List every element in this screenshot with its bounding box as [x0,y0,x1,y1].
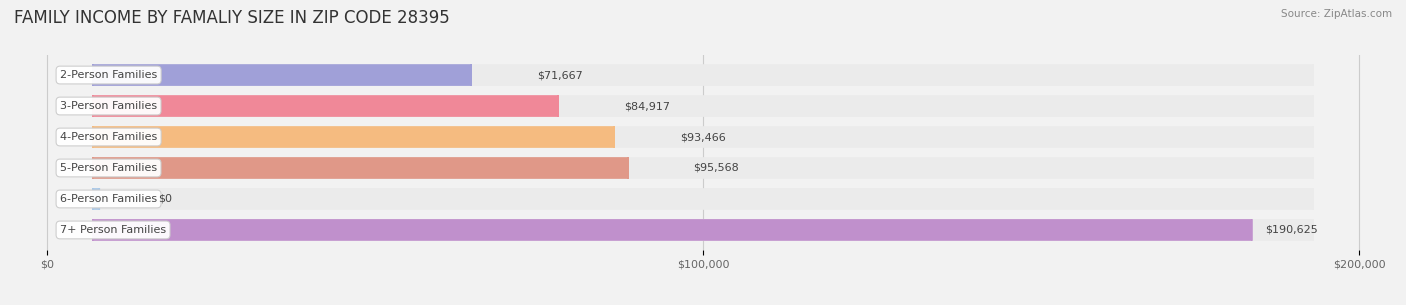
FancyBboxPatch shape [93,95,558,117]
Text: 6-Person Families: 6-Person Families [60,194,157,204]
FancyBboxPatch shape [93,188,1313,210]
FancyBboxPatch shape [93,126,1313,148]
FancyBboxPatch shape [93,64,471,86]
Text: $190,625: $190,625 [1265,225,1317,235]
Text: $84,917: $84,917 [624,101,669,111]
Text: 5-Person Families: 5-Person Families [60,163,157,173]
FancyBboxPatch shape [93,126,614,148]
Text: 4-Person Families: 4-Person Families [60,132,157,142]
Text: 2-Person Families: 2-Person Families [60,70,157,80]
Text: $95,568: $95,568 [693,163,740,173]
FancyBboxPatch shape [93,157,1313,179]
FancyBboxPatch shape [93,219,1313,241]
FancyBboxPatch shape [93,219,1251,241]
FancyBboxPatch shape [93,95,1313,117]
Text: $93,466: $93,466 [681,132,725,142]
FancyBboxPatch shape [93,157,628,179]
FancyBboxPatch shape [93,64,1313,86]
FancyBboxPatch shape [93,188,100,210]
Text: FAMILY INCOME BY FAMALIY SIZE IN ZIP CODE 28395: FAMILY INCOME BY FAMALIY SIZE IN ZIP COD… [14,9,450,27]
Text: $0: $0 [159,194,173,204]
Text: $71,667: $71,667 [537,70,582,80]
Text: 7+ Person Families: 7+ Person Families [60,225,166,235]
Text: Source: ZipAtlas.com: Source: ZipAtlas.com [1281,9,1392,19]
Text: 3-Person Families: 3-Person Families [60,101,157,111]
